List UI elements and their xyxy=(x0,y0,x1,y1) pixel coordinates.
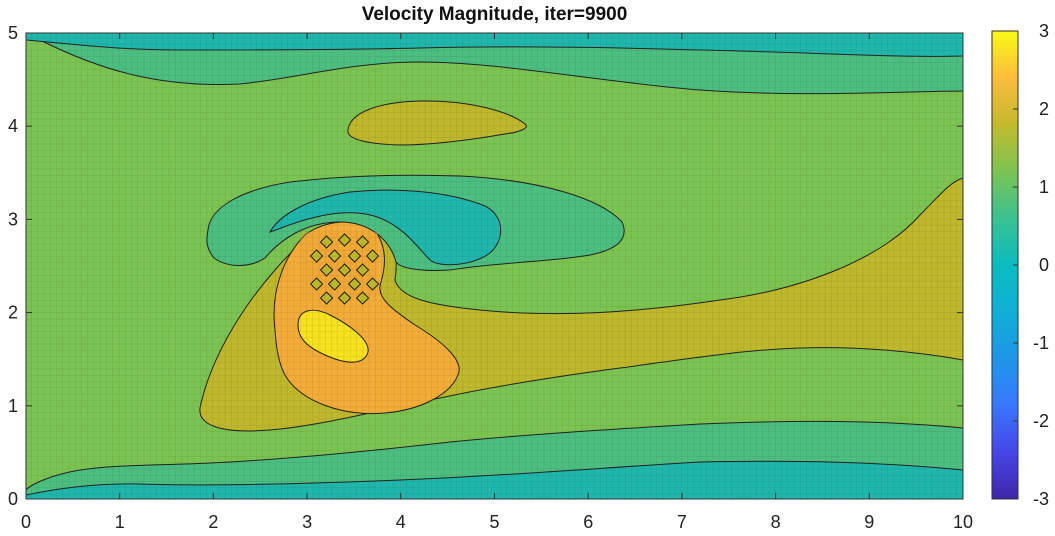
colorbar-tick-label: -3 xyxy=(1033,489,1049,509)
colorbar-tick-label: 2 xyxy=(1039,99,1049,119)
x-tick-label: 2 xyxy=(208,512,218,532)
x-tick-label: 5 xyxy=(489,512,499,532)
y-tick-label: 3 xyxy=(8,209,18,229)
x-tick-label: 0 xyxy=(21,512,31,532)
colorbar-tick-label: -1 xyxy=(1033,333,1049,353)
colorbar-tick-label: 1 xyxy=(1039,177,1049,197)
contour-fills xyxy=(26,33,963,499)
chart-title: Velocity Magnitude, iter=9900 xyxy=(361,4,628,25)
colorbar-tick-label: 0 xyxy=(1039,255,1049,275)
x-tick-label: 8 xyxy=(771,512,781,532)
x-tick-label: 9 xyxy=(864,512,874,532)
x-tick-label: 3 xyxy=(302,512,312,532)
x-tick-label: 1 xyxy=(115,512,125,532)
y-tick-label: 0 xyxy=(8,489,18,509)
x-tick-label: 10 xyxy=(953,512,973,532)
y-tick-label: 1 xyxy=(8,396,18,416)
x-tick-label: 4 xyxy=(396,512,406,532)
y-tick-label: 4 xyxy=(8,116,18,136)
y-axis: 0 1 2 3 4 5 xyxy=(8,23,963,509)
x-tick-label: 7 xyxy=(677,512,687,532)
x-axis: 0 1 2 3 4 5 6 7 8 9 10 xyxy=(21,33,973,532)
colorbar-tick-label: 3 xyxy=(1039,21,1049,41)
y-tick-label: 2 xyxy=(8,303,18,323)
colorbar-tick-label: -2 xyxy=(1033,411,1049,431)
mesh-grid xyxy=(26,33,963,499)
colorbar-axis: -3 -2 -1 0 1 2 3 xyxy=(1013,21,1049,509)
y-tick-label: 5 xyxy=(8,23,18,43)
x-tick-label: 6 xyxy=(583,512,593,532)
